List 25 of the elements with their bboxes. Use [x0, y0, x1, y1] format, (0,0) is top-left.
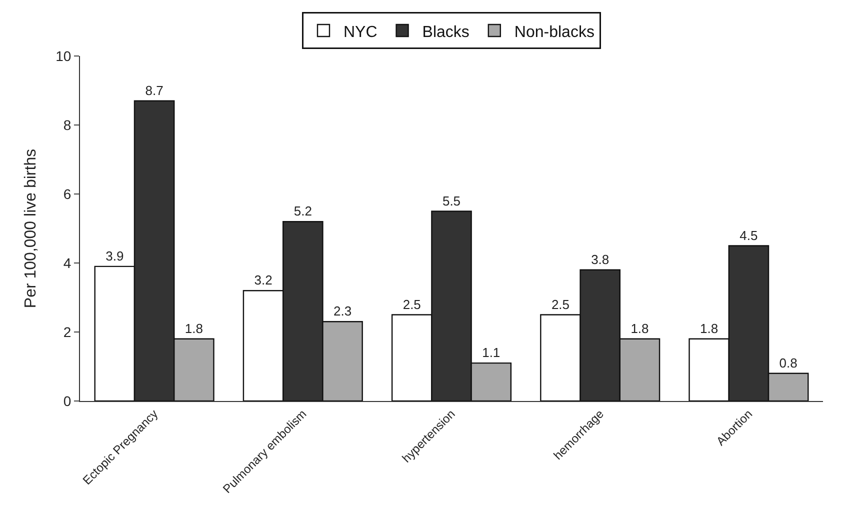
y-tick-label: 2 [63, 324, 72, 340]
data-label: 5.2 [294, 204, 312, 219]
data-label: 3.8 [591, 252, 610, 267]
data-label: 4.5 [740, 228, 758, 243]
legend-label: Blacks [422, 24, 470, 41]
data-label: 0.8 [779, 355, 798, 370]
y-tick-label: 4 [63, 254, 72, 271]
data-label: 1.8 [184, 320, 203, 336]
y-tick-label: 10 [56, 48, 72, 64]
data-label: 2.5 [402, 296, 421, 312]
legend-label: Non-blacks [514, 24, 594, 41]
y-axis-title: Per 100,000 live births [22, 148, 40, 308]
data-label: 3.9 [106, 248, 124, 264]
y-tick-label: 8 [63, 116, 72, 133]
data-label: 8.7 [145, 82, 164, 98]
data-label: 2.3 [333, 304, 352, 319]
data-label: 3.2 [254, 272, 272, 288]
data-label: 1.8 [630, 320, 649, 336]
legend-label: NYC [344, 24, 378, 41]
data-label: 2.5 [551, 296, 570, 312]
data-label: 1.1 [482, 345, 500, 360]
y-tick-label: 0 [63, 392, 72, 409]
data-label: 1.8 [700, 320, 718, 336]
data-label: 5.5 [442, 193, 461, 208]
y-tick-label: 6 [63, 186, 72, 202]
